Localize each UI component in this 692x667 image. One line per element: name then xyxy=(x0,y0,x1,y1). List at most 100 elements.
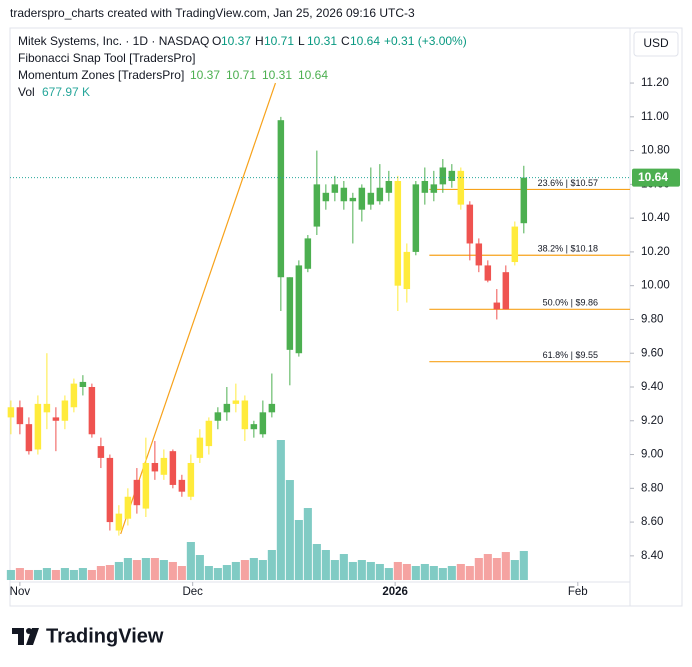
volume-bar xyxy=(231,561,240,580)
candle-body xyxy=(241,400,249,430)
volume-bar xyxy=(159,560,168,580)
volume-bar xyxy=(195,555,204,580)
candle-body xyxy=(187,462,195,497)
candle-body xyxy=(484,265,492,281)
volume-bar xyxy=(123,558,132,580)
momentum-value: 10.37 xyxy=(190,68,220,82)
volume-bar xyxy=(465,566,474,580)
volume-bar xyxy=(510,560,519,580)
volume-bar xyxy=(492,558,501,580)
candle-body xyxy=(520,177,528,224)
candle-body xyxy=(16,407,24,425)
volume-bar xyxy=(87,569,96,580)
y-tick-label: 10.00 xyxy=(641,280,670,292)
candle-body xyxy=(511,226,519,263)
volume-title: Vol xyxy=(18,85,35,99)
volume-bar xyxy=(321,549,330,580)
x-tick-label: Nov xyxy=(10,586,31,598)
volume-bar xyxy=(456,563,465,580)
volume-bar xyxy=(393,561,402,580)
volume-bar xyxy=(249,558,258,580)
volume-bar xyxy=(330,560,339,580)
candle-body xyxy=(205,420,213,447)
candle-body xyxy=(286,277,294,350)
candle-body xyxy=(97,446,105,458)
symbol-title: Mitek Systems, Inc. · 1D · NASDAQ xyxy=(18,34,209,48)
candle-body xyxy=(331,184,339,193)
volume-bar xyxy=(114,561,123,580)
y-tick-label: 8.40 xyxy=(641,550,663,562)
ohlc-value: 10.31 xyxy=(307,34,337,48)
chart-frame xyxy=(9,27,683,607)
volume-bar xyxy=(267,549,276,580)
candle-body xyxy=(160,457,168,475)
volume-bar xyxy=(150,558,159,580)
candle-body xyxy=(178,479,186,492)
candle-body xyxy=(232,400,240,404)
candle-body xyxy=(340,187,348,202)
candle-body xyxy=(214,412,222,421)
y-tick-label: 10.80 xyxy=(641,145,670,157)
candle-body xyxy=(151,462,159,472)
candle-body xyxy=(367,192,375,205)
candle-body xyxy=(25,424,33,452)
fib-label: 23.6% | $10.57 xyxy=(538,178,598,188)
candle-body xyxy=(403,251,411,290)
candle-body xyxy=(79,381,87,387)
candle-body xyxy=(349,197,357,202)
volume-bar xyxy=(51,569,60,580)
candle-body xyxy=(412,184,420,252)
volume-bar xyxy=(366,561,375,580)
volume-bar xyxy=(78,568,87,580)
volume-bar xyxy=(141,558,150,580)
candle-body xyxy=(466,204,474,244)
candle-body xyxy=(430,184,438,193)
volume-bar xyxy=(213,568,222,580)
candle-body xyxy=(7,407,15,418)
volume-bar xyxy=(501,552,510,580)
y-tick-label: 9.80 xyxy=(641,313,663,325)
candle-body xyxy=(268,403,276,413)
candle-body xyxy=(376,187,384,202)
indicator: Momentum Zones [TradersPro] xyxy=(18,68,184,82)
currency-button[interactable] xyxy=(633,31,679,57)
volume-bar xyxy=(6,569,15,580)
y-tick-label: 11.20 xyxy=(641,77,669,89)
candle-body xyxy=(475,243,483,266)
candle-body xyxy=(61,400,69,421)
volume-bar xyxy=(303,508,312,580)
indicator: Fibonacci Snap Tool [TradersPro] xyxy=(18,51,195,65)
candle-body xyxy=(313,184,321,227)
candle-body xyxy=(88,386,96,435)
volume-bar xyxy=(447,566,456,580)
volume-value: 677.97 K xyxy=(42,85,90,99)
candle-body xyxy=(259,412,267,435)
candle-body xyxy=(70,383,78,408)
volume-bar xyxy=(420,563,429,580)
momentum-value: 10.71 xyxy=(226,68,256,82)
brand-logo: TradingView xyxy=(12,625,164,647)
change: +0.31 (+3.00%) xyxy=(384,34,467,48)
candle-body xyxy=(502,272,510,310)
y-tick-label: 9.60 xyxy=(641,347,663,359)
volume-bar xyxy=(69,569,78,580)
volume-bar xyxy=(312,544,321,580)
candle-body xyxy=(223,403,231,413)
y-tick-label: 8.80 xyxy=(641,482,663,494)
candle-body xyxy=(457,170,465,205)
volume-bar xyxy=(60,568,69,580)
y-tick-label: 9.40 xyxy=(641,381,663,393)
candle-body xyxy=(196,437,204,458)
volume-bar xyxy=(258,560,267,580)
ohlc-value: 10.64 xyxy=(350,34,380,48)
fib-label: 50.0% | $9.86 xyxy=(543,298,598,308)
candle-body xyxy=(421,180,429,193)
last-price-label: 10.64 xyxy=(638,170,668,184)
candle-body xyxy=(277,120,285,278)
volume-bar xyxy=(429,566,438,580)
candle-body xyxy=(124,496,132,519)
brand: TradingView xyxy=(46,625,164,647)
logo-dot xyxy=(26,628,32,634)
candle-body xyxy=(448,170,456,181)
